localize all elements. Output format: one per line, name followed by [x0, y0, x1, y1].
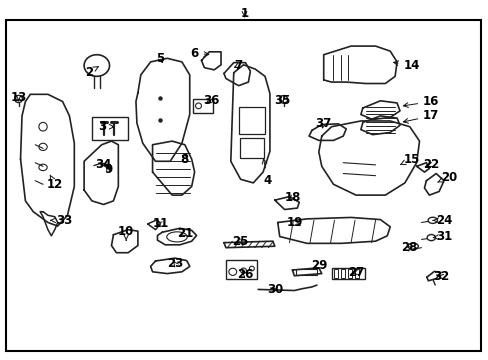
Text: 24: 24 — [432, 214, 451, 227]
Text: 30: 30 — [266, 283, 283, 296]
Bar — [193, 99, 212, 113]
Text: 36: 36 — [203, 94, 219, 107]
Bar — [331, 268, 364, 279]
Text: 3: 3 — [99, 120, 114, 133]
Bar — [340, 269, 345, 278]
Text: 29: 29 — [310, 259, 326, 272]
Text: 6: 6 — [190, 47, 208, 60]
Bar — [238, 107, 264, 134]
Text: 19: 19 — [285, 216, 302, 229]
Text: 7: 7 — [234, 59, 242, 72]
Text: 20: 20 — [437, 171, 456, 184]
Text: 15: 15 — [400, 153, 419, 166]
Text: 10: 10 — [118, 225, 134, 240]
Text: 21: 21 — [176, 227, 193, 240]
Text: 13: 13 — [10, 91, 27, 104]
Text: 23: 23 — [166, 257, 183, 270]
Text: 25: 25 — [232, 235, 248, 248]
Text: 8: 8 — [181, 153, 188, 166]
Text: 9: 9 — [104, 163, 112, 176]
Bar — [295, 269, 317, 275]
Text: 16: 16 — [403, 95, 439, 108]
Text: 32: 32 — [432, 270, 448, 283]
Bar — [333, 269, 338, 278]
Text: 2: 2 — [85, 66, 98, 78]
Bar — [354, 269, 358, 278]
Text: 18: 18 — [284, 191, 300, 204]
Text: 34: 34 — [95, 158, 112, 171]
Text: 26: 26 — [237, 268, 253, 281]
Text: 22: 22 — [422, 158, 439, 171]
Text: 35: 35 — [274, 94, 290, 107]
Text: 33: 33 — [51, 214, 73, 227]
Text: 31: 31 — [432, 230, 451, 243]
Text: 12: 12 — [46, 175, 63, 191]
Text: 11: 11 — [152, 217, 168, 230]
Text: 14: 14 — [393, 59, 419, 72]
Text: 37: 37 — [315, 117, 331, 130]
Bar — [225, 260, 257, 279]
Bar — [347, 269, 351, 278]
Text: 17: 17 — [403, 109, 439, 123]
Bar — [92, 117, 128, 140]
Text: 28: 28 — [401, 241, 417, 254]
Bar — [239, 138, 264, 158]
Text: 1: 1 — [240, 7, 248, 20]
Text: 4: 4 — [262, 159, 271, 186]
Text: 27: 27 — [347, 266, 364, 279]
Text: 5: 5 — [156, 52, 164, 65]
